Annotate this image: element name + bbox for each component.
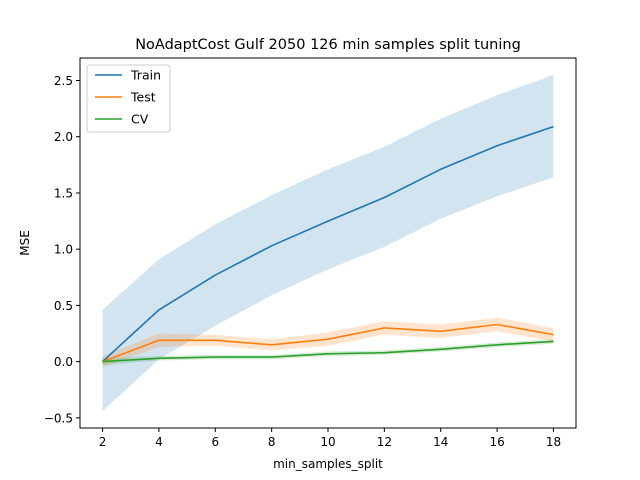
x-tick-label: 14 (433, 435, 448, 449)
x-tick-label: 4 (155, 435, 163, 449)
train-confidence-band (102, 74, 554, 412)
x-tick-label: 6 (211, 435, 219, 449)
x-tick-label: 10 (320, 435, 335, 449)
train-series-line (101, 125, 554, 363)
x-tick-label: 2 (99, 435, 107, 449)
y-tick-label: 1.5 (54, 186, 73, 200)
y-tick-label: 2.5 (54, 74, 73, 88)
x-tick-label: 12 (377, 435, 392, 449)
x-tick-label: 8 (268, 435, 276, 449)
legend-label-train: Train (130, 68, 161, 83)
x-tick-label: 18 (546, 435, 561, 449)
y-tick-label: 0.5 (54, 299, 73, 313)
legend-label-test: Test (130, 90, 156, 105)
y-tick-label: −0.5 (44, 411, 73, 425)
test-confidence-band (102, 317, 554, 368)
legend: Train Test CV (86, 64, 171, 133)
y-axis: −0.5 0.0 0.5 1.0 1.5 2.0 2.5 (44, 74, 80, 425)
legend-box (86, 64, 171, 133)
series-lines (101, 125, 554, 363)
cv-confidence-band (102, 339, 554, 365)
x-axis-label: min_samples_split (273, 457, 383, 471)
y-tick-label: 2.0 (54, 130, 73, 144)
y-axis-label: MSE (18, 230, 32, 256)
y-tick-label: 0.0 (54, 355, 73, 369)
legend-label-cv: CV (131, 112, 149, 127)
test-series-line (102, 323, 554, 363)
x-axis: 2 4 6 8 10 12 14 16 18 (99, 428, 561, 449)
x-tick-label: 16 (489, 435, 504, 449)
cv-series-line (102, 340, 554, 363)
y-tick-label: 1.0 (54, 243, 73, 257)
chart-title: NoAdaptCost Gulf 2050 126 min samples sp… (135, 37, 521, 53)
confidence-bands (102, 74, 554, 412)
